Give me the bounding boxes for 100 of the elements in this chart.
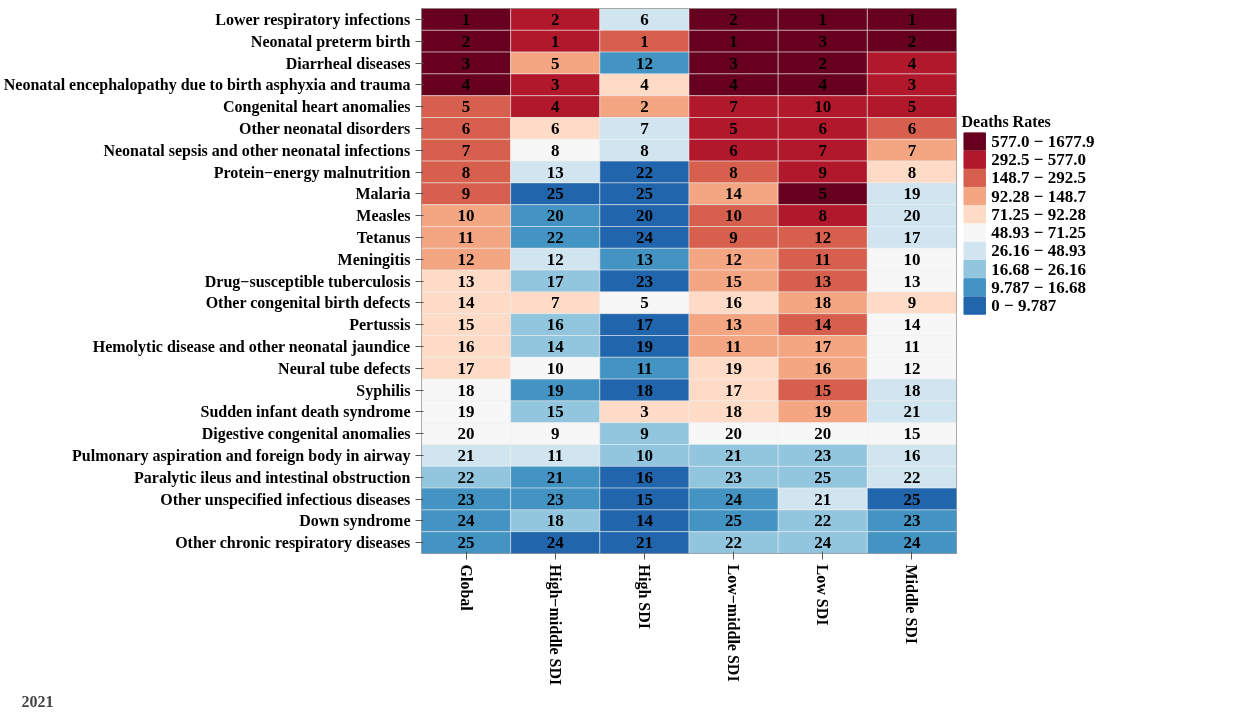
- data-label: 2: [729, 9, 738, 29]
- data-label: 15: [814, 380, 832, 400]
- data-label: 16: [903, 445, 921, 465]
- data-label: 20: [635, 206, 653, 226]
- data-label: 17: [725, 380, 743, 400]
- data-label: 23: [635, 271, 653, 291]
- data-label: 6: [461, 118, 471, 138]
- data-label: 22: [903, 467, 921, 487]
- y-tick-label: Malaria: [355, 185, 411, 203]
- data-label: 3: [640, 402, 649, 422]
- data-label: 14: [635, 511, 654, 531]
- y-tick-label: Sudden infant death syndrome: [200, 403, 411, 422]
- data-label: 19: [814, 402, 832, 422]
- data-label: 23: [457, 489, 475, 509]
- data-label: 8: [461, 162, 471, 182]
- text: 2021: [21, 692, 54, 710]
- y-tick-label: Digestive congenital anomalies: [201, 425, 411, 444]
- data-label: 8: [907, 162, 917, 182]
- data-label: 14: [903, 315, 921, 335]
- y-tick-label: Down syndrome: [299, 512, 411, 531]
- data-label: 19: [457, 402, 475, 422]
- data-label: 24: [635, 227, 654, 247]
- y-tick-label: Other congenital birth defects: [205, 294, 411, 313]
- category-label: 292.5 − 577.0: [991, 150, 1086, 170]
- y-tick-label: Congenital heart anomalies: [222, 98, 411, 117]
- data-label: 17: [903, 227, 921, 247]
- category-label: 71.25 − 92.28: [991, 204, 1086, 224]
- data-label: 4: [907, 53, 917, 73]
- data-label: 10: [546, 358, 564, 378]
- data-label: 21: [546, 467, 564, 487]
- data-label: 11: [903, 336, 920, 356]
- data-label: 14: [457, 293, 476, 313]
- data-label: 16: [546, 315, 564, 335]
- y-tick-label: Measles: [356, 207, 411, 225]
- data-label: 20: [457, 424, 475, 444]
- data-label: 1: [551, 31, 560, 51]
- category-label: 9.787 − 16.68: [991, 277, 1086, 297]
- data-label: 5: [551, 53, 560, 73]
- data-label: 16: [635, 467, 653, 487]
- data-label: 25: [546, 184, 564, 204]
- x-tick-label: High SDI: [634, 564, 653, 629]
- y-tick-label: Neonatal preterm birth: [250, 32, 411, 51]
- data-label: 7: [461, 140, 471, 160]
- data-label: 11: [814, 249, 831, 269]
- data-label: 4: [818, 75, 828, 95]
- data-label: 6: [729, 140, 738, 160]
- data-label: 25: [457, 533, 475, 553]
- data-label: 15: [635, 489, 653, 509]
- y-tick-label: Drug−susceptible tuberculosis: [204, 272, 411, 291]
- data-label: 25: [903, 489, 921, 509]
- data-label: 9: [461, 184, 471, 204]
- category-label: 48.93 − 71.25: [991, 223, 1086, 243]
- data-label: 6: [551, 118, 560, 138]
- data-label: 19: [903, 184, 921, 204]
- data-label: 16: [814, 358, 832, 378]
- data-label: 6: [907, 118, 917, 138]
- data-label: 22: [725, 533, 743, 553]
- data-label: 12: [903, 358, 921, 378]
- data-label: 18: [546, 511, 564, 531]
- data-label: 2: [640, 97, 649, 117]
- y-tick-label: Neural tube defects: [278, 359, 411, 377]
- data-label: 4: [729, 75, 739, 95]
- data-label: 12: [635, 53, 653, 73]
- data-label: 21: [725, 445, 743, 465]
- y-tick-label: Diarrheal diseases: [285, 54, 411, 72]
- data-label: 15: [725, 271, 743, 291]
- category-label: 148.7 − 292.5: [991, 168, 1086, 188]
- data-label: 10: [725, 206, 743, 226]
- data-label: 20: [725, 424, 743, 444]
- data-label: 1: [907, 9, 917, 29]
- y-tick-label: Meningitis: [337, 250, 411, 269]
- y-tick-label: Pertussis: [349, 316, 411, 334]
- data-label: 23: [903, 511, 921, 531]
- data-label: 21: [814, 489, 832, 509]
- data-label: 12: [725, 249, 743, 269]
- x-tick-label: Global: [457, 564, 475, 612]
- x-tick-label: High−middle SDI: [545, 564, 564, 686]
- data-label: 9: [640, 424, 649, 444]
- data-label: 18: [903, 380, 921, 400]
- data-label: 5: [818, 184, 827, 204]
- x-tick-label: Middle SDI: [903, 564, 921, 645]
- data-label: 3: [461, 53, 471, 73]
- data-label: 4: [640, 75, 650, 95]
- y-tick-label: Hemolytic disease and other neonatal jaundice: [92, 337, 411, 356]
- x-tick-label: Low−middle SDI: [725, 564, 743, 682]
- data-label: 7: [551, 293, 560, 313]
- data-label: 1: [640, 31, 649, 51]
- data-label: 20: [903, 206, 921, 226]
- category-label: 577.0 − 1677.9: [991, 132, 1095, 152]
- data-label: 11: [725, 336, 742, 356]
- data-label: 18: [635, 380, 653, 400]
- data-label: 25: [725, 511, 743, 531]
- data-label: 13: [635, 249, 653, 269]
- data-label: 9: [907, 293, 917, 313]
- data-label: 3: [907, 75, 917, 95]
- data-label: 5: [640, 293, 649, 313]
- data-label: 10: [814, 97, 832, 117]
- data-label: 17: [546, 271, 565, 291]
- data-label: 12: [814, 227, 832, 247]
- data-label: 15: [457, 315, 475, 335]
